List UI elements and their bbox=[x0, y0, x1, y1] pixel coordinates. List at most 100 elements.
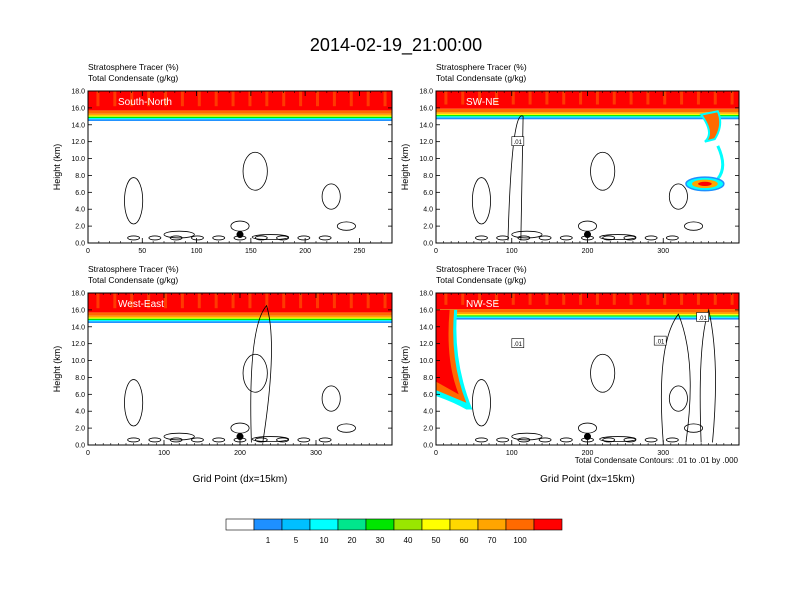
tracer-field: .01 bbox=[436, 91, 739, 241]
condensate-contour bbox=[559, 235, 573, 241]
tracer-band bbox=[88, 321, 392, 323]
legend-swatch bbox=[309, 518, 339, 531]
tracer-streak bbox=[595, 293, 599, 305]
y-axis-label: Height (km) bbox=[52, 346, 62, 393]
condensate-contour bbox=[276, 235, 289, 241]
tracer-streak bbox=[612, 293, 616, 305]
tracer-streak bbox=[646, 293, 650, 305]
tracer-streak bbox=[180, 293, 184, 309]
panel-title-condensate: Total Condensate (g/kg) bbox=[436, 73, 526, 83]
y-tick-label: 6.0 bbox=[75, 190, 85, 197]
condensate-contour bbox=[668, 183, 688, 210]
tracer-streak bbox=[316, 91, 319, 107]
condensate-contour bbox=[602, 235, 616, 241]
y-tick-label: 18.0 bbox=[419, 89, 433, 96]
y-tick-label: 0.0 bbox=[75, 241, 85, 248]
condensate-contour bbox=[127, 235, 141, 241]
y-tick-label: 6.0 bbox=[423, 190, 433, 197]
tracer-streak bbox=[629, 91, 633, 105]
cross-section-label: West-East bbox=[118, 299, 164, 310]
condensate-contour bbox=[251, 436, 290, 443]
condensate-contour bbox=[212, 437, 226, 443]
y-tick-label: 0.0 bbox=[423, 443, 433, 450]
x-tick-label: 300 bbox=[657, 450, 669, 457]
figure-title: 2014-02-19_21:00:00 bbox=[310, 35, 482, 56]
tracer-streak bbox=[511, 293, 515, 305]
tracer-streak bbox=[383, 293, 387, 309]
tracer-streak bbox=[164, 91, 167, 107]
condensate-contour bbox=[602, 437, 616, 443]
condensate-contour bbox=[148, 235, 162, 241]
condensate-contour bbox=[668, 385, 688, 412]
tracer-streak bbox=[562, 293, 566, 305]
condensate-contour bbox=[191, 235, 204, 241]
condensate-contour bbox=[590, 353, 616, 393]
y-axis-label: Height (km) bbox=[400, 346, 410, 393]
tracer-streak bbox=[214, 293, 218, 309]
condensate-contour bbox=[475, 235, 488, 241]
tracer-intrusion bbox=[699, 110, 722, 143]
y-axis-label: Height (km) bbox=[52, 144, 62, 191]
x-tick-label: 0 bbox=[86, 450, 90, 457]
y-tick-label: 18.0 bbox=[71, 291, 85, 298]
cross-section-label: South-North bbox=[118, 97, 172, 108]
tracer-band bbox=[88, 118, 392, 120]
tracer-streak bbox=[231, 91, 235, 107]
y-tick-label: 16.0 bbox=[71, 307, 85, 314]
panel-title-tracer: Stratosphere Tracer (%) bbox=[436, 62, 527, 72]
tracer-streak bbox=[332, 293, 336, 309]
tracer-streak bbox=[96, 91, 100, 107]
tracer-band bbox=[436, 115, 739, 117]
tracer-band bbox=[436, 116, 739, 118]
x-axis-label: Grid Point (dx=15km) bbox=[540, 474, 635, 485]
y-tick-label: 14.0 bbox=[71, 122, 85, 129]
y-tick-label: 18.0 bbox=[71, 89, 85, 96]
legend-label: 40 bbox=[404, 536, 413, 545]
tracer-streak bbox=[528, 91, 532, 105]
tracer-band bbox=[436, 113, 739, 116]
tracer-streak bbox=[494, 293, 498, 305]
location-marker bbox=[584, 433, 591, 441]
tracer-streak bbox=[130, 91, 134, 107]
tracer-streak bbox=[461, 91, 465, 105]
condensate-contour bbox=[169, 437, 183, 443]
tracer-streak bbox=[579, 91, 583, 105]
condensate-contours bbox=[471, 115, 704, 241]
condensate-contour bbox=[148, 437, 162, 443]
y-tick-label: 16.0 bbox=[71, 105, 85, 112]
condensate-contour bbox=[475, 437, 488, 443]
tracer-streak bbox=[197, 91, 201, 107]
tracer-band bbox=[88, 110, 392, 114]
tracer-field bbox=[88, 293, 392, 443]
tracer-streak bbox=[629, 293, 633, 305]
condensate-contour bbox=[511, 230, 543, 239]
y-tick-label: 2.0 bbox=[75, 224, 85, 231]
contour-label: .01 bbox=[656, 340, 665, 346]
color-legend: 1 5 10 20 30 40 50 60 70 100 bbox=[225, 518, 563, 545]
y-tick-label: 10.0 bbox=[419, 156, 433, 163]
x-tick-label: 150 bbox=[245, 248, 257, 255]
cross-section-label: SW-NE bbox=[466, 97, 499, 108]
tracer-streak bbox=[231, 293, 235, 309]
tracer-streak bbox=[214, 91, 218, 107]
y-tick-label: 4.0 bbox=[423, 409, 433, 416]
tracer-band bbox=[88, 113, 392, 116]
condensate-contour bbox=[321, 385, 341, 412]
y-tick-label: 12.0 bbox=[419, 139, 433, 146]
legend-swatch bbox=[225, 518, 255, 531]
tracer-streak bbox=[478, 293, 482, 305]
y-tick-label: 10.0 bbox=[71, 358, 85, 365]
legend-swatch bbox=[281, 518, 311, 531]
tracer-band bbox=[88, 320, 392, 322]
tracer-streak bbox=[113, 91, 117, 107]
condensate-contour bbox=[578, 422, 597, 434]
tracer-streak bbox=[595, 91, 599, 105]
condensate-contour bbox=[578, 220, 597, 232]
contour-label-box bbox=[696, 312, 709, 322]
tracer-streak bbox=[579, 293, 583, 305]
tracer-streak bbox=[713, 293, 717, 305]
tracer-streak bbox=[147, 293, 151, 309]
condensate-contour bbox=[124, 379, 144, 427]
tracer-streak bbox=[478, 91, 482, 105]
